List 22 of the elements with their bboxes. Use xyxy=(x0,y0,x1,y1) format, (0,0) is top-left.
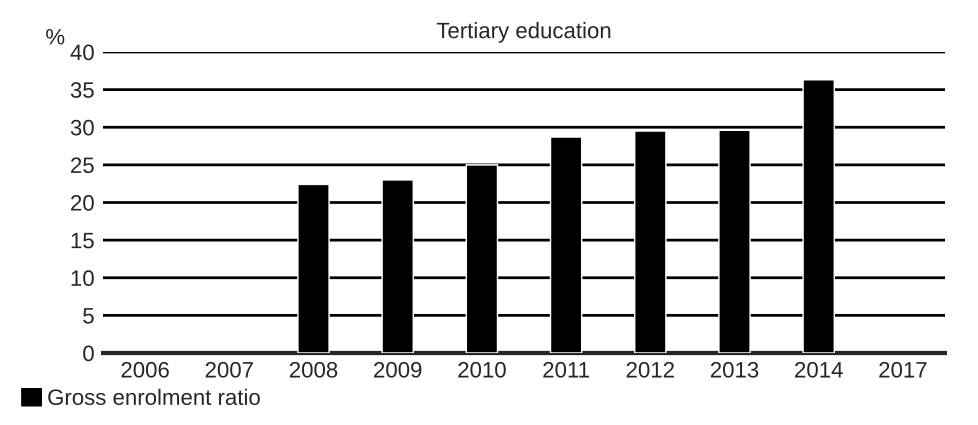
y-axis-title: % xyxy=(46,28,64,45)
y-tick-label: 40 xyxy=(70,44,94,60)
x-tick-label: 2017 xyxy=(879,362,927,378)
y-tick-label: 20 xyxy=(71,195,94,211)
y-tick-label: 0 xyxy=(83,346,94,362)
y-tick-label: 15 xyxy=(72,232,94,248)
x-tick-label: 2009 xyxy=(374,362,422,378)
x-tick-label: 2010 xyxy=(458,362,506,378)
x-tick-label: 2007 xyxy=(206,362,253,378)
x-tick-label: 2011 xyxy=(543,362,589,378)
y-tick-label: 35 xyxy=(70,82,94,98)
y-tick-label: 10 xyxy=(72,270,94,286)
y-tick-label: 25 xyxy=(71,157,94,174)
y-tick-label: 5 xyxy=(83,308,94,324)
x-tick-label: 2008 xyxy=(290,362,338,378)
legend-label: Gross enrolment ratio xyxy=(48,388,260,406)
x-tick-label: 2012 xyxy=(626,362,674,378)
y-tick-label: 30 xyxy=(70,120,94,136)
x-tick-label: 2014 xyxy=(795,362,843,378)
x-tick-label: 2006 xyxy=(122,362,169,378)
chart-title: Tertiary education xyxy=(436,22,610,43)
x-tick-label: 2013 xyxy=(710,362,758,378)
